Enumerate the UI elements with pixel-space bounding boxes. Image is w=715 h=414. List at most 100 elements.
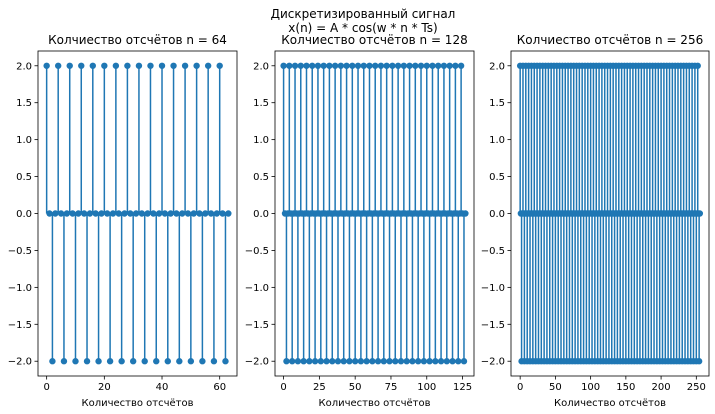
data-point [397, 358, 405, 365]
x-axis-label: Количество отсчётов [318, 398, 430, 409]
y-tick-label: 2.0 [489, 61, 505, 72]
y-tick-label: −2.0 [245, 357, 269, 368]
data-point [414, 358, 422, 365]
data-point [63, 210, 71, 217]
data-point [69, 210, 76, 217]
data-point [98, 210, 105, 217]
data-point [400, 62, 408, 69]
data-point [300, 358, 307, 365]
data-point [132, 210, 140, 217]
figure-suptitle-line2: x(n) = A * cos(w * n * Ts) [288, 21, 437, 35]
data-point [190, 210, 197, 217]
data-point [340, 358, 347, 365]
x-axis-label: Количество отсчётов [554, 398, 666, 409]
data-point [409, 358, 416, 365]
data-point [309, 62, 316, 69]
data-point [306, 358, 313, 365]
y-tick-label: 0.5 [489, 172, 505, 183]
data-point [297, 62, 304, 69]
data-point [72, 358, 79, 365]
data-point [129, 358, 137, 365]
data-point [112, 62, 120, 69]
data-point [155, 210, 163, 217]
y-tick-label: 0.5 [253, 172, 269, 183]
y-tick-label: −0.5 [8, 246, 32, 257]
y-tick-label: 2.0 [253, 61, 269, 72]
data-point [222, 358, 229, 365]
data-point [60, 358, 68, 365]
y-tick-label: 1.5 [16, 98, 32, 109]
data-point [196, 210, 203, 217]
data-point [696, 210, 704, 217]
x-tick-label: 125 [453, 382, 472, 393]
data-point [167, 210, 174, 217]
data-point [323, 358, 330, 365]
data-point [392, 358, 399, 365]
panel-title-1: Колчиество отсчётов n = 64 [48, 33, 227, 47]
data-point [66, 62, 73, 69]
data-point [695, 358, 703, 365]
data-point [357, 358, 365, 365]
y-tick-label: 0.0 [16, 209, 32, 220]
data-point [187, 358, 195, 365]
data-point [170, 62, 177, 69]
x-tick-label: 200 [652, 382, 671, 393]
y-tick-label: 1.5 [253, 98, 269, 109]
x-tick-label: 0 [280, 382, 286, 393]
y-tick-label: 0.0 [253, 209, 269, 220]
data-point [286, 62, 293, 69]
data-point [440, 62, 448, 69]
data-point [432, 358, 439, 365]
data-point [202, 210, 209, 217]
y-tick-label: 1.0 [16, 135, 32, 146]
data-point [144, 210, 151, 217]
data-point [52, 210, 59, 217]
data-point [179, 210, 186, 217]
data-point [311, 358, 319, 365]
data-point [115, 210, 122, 217]
data-point [164, 358, 171, 365]
data-point [127, 210, 134, 217]
data-point [406, 62, 413, 69]
data-point [95, 358, 102, 365]
x-tick-label: 50 [349, 382, 362, 393]
x-tick-label: 50 [549, 382, 562, 393]
x-tick-label: 0 [43, 382, 49, 393]
data-point [283, 358, 290, 365]
y-tick-label: 1.5 [489, 98, 505, 109]
y-tick-label: −0.5 [481, 246, 505, 257]
data-point [449, 358, 456, 365]
data-point [426, 358, 433, 365]
x-tick-label: 150 [616, 382, 635, 393]
data-point [216, 62, 223, 69]
x-tick-label: 0 [517, 382, 523, 393]
y-tick-label: 1.0 [253, 135, 269, 146]
data-point [372, 62, 379, 69]
y-tick-label: 0.5 [16, 172, 32, 183]
x-tick-label: 20 [98, 382, 111, 393]
data-point [366, 62, 373, 69]
y-tick-label: −1.5 [245, 320, 269, 331]
data-point [213, 210, 221, 217]
data-point [104, 210, 111, 217]
data-point [460, 358, 468, 365]
data-point [369, 358, 376, 365]
data-point [121, 210, 128, 217]
data-point [54, 62, 62, 69]
y-tick-label: 0.0 [489, 209, 505, 220]
data-point [86, 210, 94, 217]
data-point [360, 62, 367, 69]
data-point [207, 210, 215, 217]
data-point [46, 210, 53, 217]
data-point [446, 62, 453, 69]
data-point [173, 210, 180, 217]
data-point [225, 210, 232, 217]
panel-title-3: Колчиество отсчётов n = 256 [517, 33, 703, 47]
data-point [153, 358, 160, 365]
data-point [78, 62, 85, 69]
data-point [106, 358, 114, 365]
y-tick-label: −1.0 [481, 283, 505, 294]
data-point [394, 62, 402, 69]
data-point [199, 358, 206, 365]
